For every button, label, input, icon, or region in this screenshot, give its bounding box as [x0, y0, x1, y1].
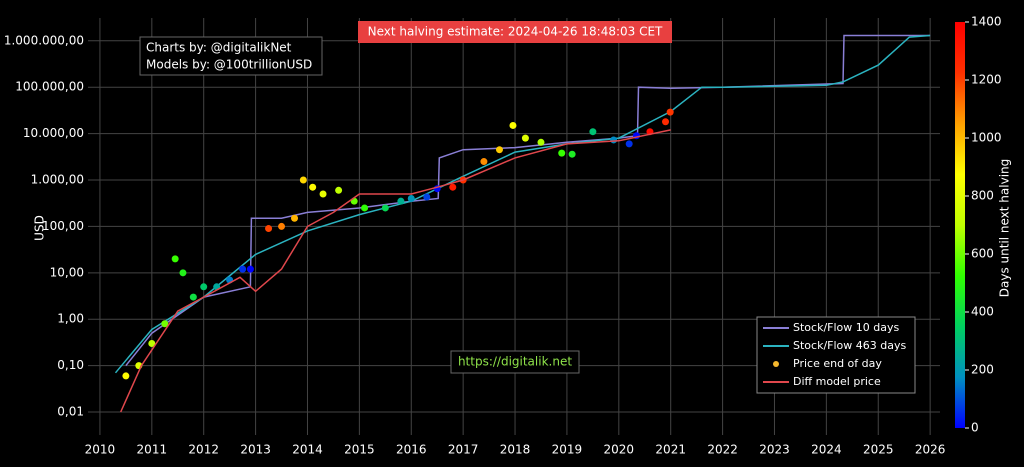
series-line — [125, 34, 931, 367]
y-tick-label: 0,01 — [57, 405, 84, 419]
price-point — [662, 118, 670, 126]
price-point — [122, 372, 130, 380]
y-tick-label: 10.000,00 — [23, 126, 84, 140]
colorbar-title: Days until next halving — [998, 159, 1012, 298]
y-tick-label: 10,00 — [50, 265, 84, 279]
price-point — [610, 136, 618, 144]
x-tick-label: 2013 — [240, 443, 271, 457]
y-tick-label: 1,00 — [57, 312, 84, 326]
colorbar-tick-label: 800 — [971, 189, 994, 203]
url: https://digitalik.net — [458, 355, 572, 369]
credit: Models by: @100trillionUSD — [146, 58, 312, 72]
x-tick-label: 2016 — [396, 443, 427, 457]
colorbar-tick-label: 1000 — [971, 131, 1002, 145]
y-tick-label: 1.000,00 — [31, 173, 84, 187]
price-point — [179, 269, 187, 277]
price-point — [589, 128, 597, 136]
price-point — [381, 204, 389, 212]
price-point — [171, 255, 179, 263]
legend-label: Diff model price — [793, 375, 881, 388]
x-tick-label: 2021 — [655, 443, 686, 457]
legend-box — [756, 316, 916, 394]
legend-label: Stock/Flow 10 days — [793, 321, 899, 334]
y-axis-label: USD — [33, 215, 47, 241]
price-point — [319, 190, 327, 198]
x-tick-label: 2020 — [604, 443, 635, 457]
price-point — [521, 134, 529, 142]
colorbar-tick-label: 1200 — [971, 73, 1002, 87]
price-point — [278, 222, 286, 230]
price-point — [625, 140, 633, 148]
colorbar-tick-label: 400 — [971, 305, 994, 319]
x-tick-label: 2025 — [863, 443, 894, 457]
x-tick-label: 2015 — [344, 443, 375, 457]
x-tick-label: 2010 — [85, 443, 116, 457]
price-point — [291, 214, 299, 222]
x-tick-label: 2024 — [811, 443, 842, 457]
series-line — [120, 129, 671, 413]
price-point — [666, 108, 674, 116]
price-point — [509, 121, 517, 129]
y-tick-label: 0,10 — [57, 358, 84, 372]
x-tick-label: 2022 — [707, 443, 738, 457]
y-tick-label: 100.000,00 — [15, 80, 84, 94]
price-point — [397, 197, 405, 205]
colorbar — [955, 22, 965, 428]
price-point — [265, 225, 273, 233]
colorbar-tick-label: 600 — [971, 247, 994, 261]
x-tick-label: 2014 — [292, 443, 323, 457]
x-tick-label: 2023 — [759, 443, 790, 457]
price-point — [537, 138, 545, 146]
title-box — [358, 21, 672, 43]
colorbar-tick-label: 0 — [971, 421, 979, 435]
price-point — [299, 176, 307, 184]
price-point — [309, 183, 317, 191]
chart-title: Next halving estimate: 2024-04-26 18:48:… — [368, 25, 663, 39]
x-tick-label: 2026 — [915, 443, 946, 457]
legend-marker — [773, 361, 779, 367]
price-point — [407, 194, 415, 202]
price-point — [161, 320, 169, 328]
price-point — [335, 186, 343, 194]
credit: Charts by: @digitalikNet — [146, 41, 292, 55]
legend-label: Price end of day — [793, 357, 882, 370]
price-point — [239, 265, 247, 273]
price-point — [568, 150, 576, 158]
price-point — [200, 283, 208, 291]
price-point — [480, 158, 488, 166]
credits-box — [139, 36, 323, 76]
colorbar-tick-label: 200 — [971, 363, 994, 377]
x-tick-label: 2012 — [188, 443, 219, 457]
x-tick-label: 2018 — [500, 443, 531, 457]
y-tick-label: 1.000.000,00 — [4, 33, 84, 47]
colorbar-tick-label: 1400 — [971, 15, 1002, 29]
price-point — [189, 293, 197, 301]
y-tick-label: 100,00 — [42, 219, 84, 233]
x-tick-label: 2011 — [137, 443, 168, 457]
x-tick-label: 2017 — [448, 443, 479, 457]
price-point — [558, 149, 566, 157]
x-tick-label: 2019 — [552, 443, 583, 457]
price-point — [246, 265, 254, 273]
price-point — [361, 204, 369, 212]
price-point — [148, 339, 156, 347]
price-point — [423, 193, 431, 201]
price-point — [495, 146, 503, 154]
price-point — [449, 183, 457, 191]
legend-label: Stock/Flow 463 days — [793, 339, 906, 352]
url-box — [450, 350, 580, 374]
